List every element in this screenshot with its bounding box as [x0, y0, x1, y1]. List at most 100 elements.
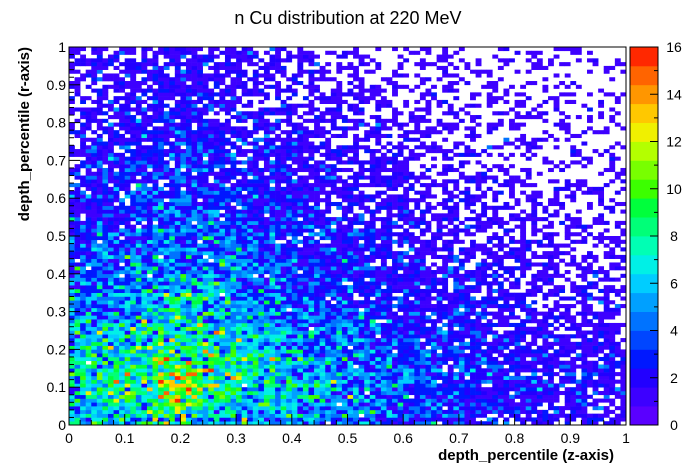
heatmap-cell: [236, 326, 242, 331]
heatmap-cell: [96, 251, 103, 256]
heatmap-cell: [330, 217, 337, 222]
heatmap-cell: [169, 84, 176, 89]
heatmap-cell: [191, 349, 198, 354]
heatmap-cell: [353, 171, 359, 176]
heatmap-cell: [224, 141, 231, 146]
heatmap-cell: [325, 285, 332, 290]
heatmap-cell: [375, 183, 382, 188]
heatmap-cell: [347, 288, 354, 293]
heatmap-cell: [319, 322, 326, 328]
heatmap-cell: [269, 383, 276, 388]
heatmap-cell: [96, 281, 103, 286]
heatmap-cell: [230, 145, 237, 150]
heatmap-cell: [258, 417, 265, 422]
heatmap-cell: [146, 133, 153, 139]
heatmap-cell: [347, 224, 354, 229]
heatmap-cell: [163, 201, 170, 207]
heatmap-cell: [375, 300, 382, 305]
heatmap-cell: [102, 47, 109, 52]
heatmap-cell: [158, 292, 164, 297]
heatmap-cell: [146, 262, 153, 267]
heatmap-cell: [341, 349, 348, 354]
heatmap-cell: [297, 356, 304, 362]
heatmap-cell: [314, 251, 320, 256]
heatmap-cell: [369, 307, 376, 312]
heatmap-cell: [291, 232, 298, 237]
heatmap-cell: [375, 167, 382, 173]
heatmap-cell: [325, 273, 332, 278]
heatmap-cell: [269, 398, 276, 403]
heatmap-cell: [180, 349, 187, 354]
heatmap-cell: [236, 304, 242, 309]
heatmap-cell: [347, 387, 354, 392]
heatmap-cell: [119, 69, 125, 74]
heatmap-cell: [336, 228, 343, 233]
heatmap-cell: [319, 96, 326, 101]
heatmap-cell: [286, 273, 293, 278]
heatmap-cell: [275, 164, 281, 169]
heatmap-cell: [202, 126, 209, 131]
heatmap-cell: [208, 398, 215, 403]
heatmap-cell: [219, 247, 226, 252]
heatmap-cell: [146, 149, 153, 154]
heatmap-cell: [113, 288, 120, 293]
heatmap-cell: [191, 118, 198, 123]
heatmap-cell: [130, 341, 137, 346]
heatmap-cell: [130, 356, 137, 362]
heatmap-cell: [224, 201, 231, 207]
heatmap-cell: [180, 270, 187, 275]
heatmap-cell: [364, 307, 371, 312]
heatmap-cell: [185, 292, 192, 297]
heatmap-cell: [180, 228, 187, 233]
heatmap-cell: [113, 315, 120, 320]
heatmap-cell: [347, 118, 354, 123]
heatmap-cell: [152, 58, 159, 63]
heatmap-cell: [152, 217, 159, 222]
heatmap-cell: [314, 315, 320, 320]
heatmap-cell: [252, 300, 259, 305]
heatmap-cell: [80, 254, 87, 259]
heatmap-cell: [263, 149, 270, 154]
heatmap-cell: [113, 251, 120, 256]
heatmap-cell: [191, 137, 198, 142]
heatmap-cell: [85, 186, 92, 191]
heatmap-cell: [197, 183, 203, 188]
heatmap-cell: [152, 387, 159, 392]
heatmap-cell: [163, 209, 170, 214]
heatmap-cell: [230, 107, 237, 112]
heatmap-cell: [291, 179, 298, 184]
heatmap-cell: [174, 307, 181, 312]
heatmap-cell: [314, 277, 320, 282]
heatmap-cell: [180, 254, 187, 259]
heatmap-cell: [174, 421, 181, 426]
heatmap-cell: [330, 239, 337, 244]
heatmap-cell: [314, 62, 320, 67]
heatmap-cell: [213, 326, 220, 331]
heatmap-cell: [325, 304, 332, 309]
heatmap-cell: [185, 243, 192, 248]
heatmap-cell: [96, 296, 103, 301]
heatmap-cell: [341, 65, 348, 70]
heatmap-cell: [347, 413, 354, 418]
heatmap-cell: [236, 383, 242, 388]
heatmap-cell: [269, 402, 276, 407]
heatmap-cell: [197, 356, 203, 362]
heatmap-cell: [308, 372, 315, 377]
heatmap-cell: [364, 394, 371, 399]
heatmap-cell: [236, 115, 242, 120]
heatmap-cell: [353, 311, 359, 316]
heatmap-cell: [74, 190, 81, 195]
heatmap-cell: [230, 209, 237, 214]
heatmap-cell: [219, 319, 226, 324]
heatmap-cell: [314, 243, 320, 248]
heatmap-cell: [263, 198, 270, 203]
heatmap-cell: [113, 394, 120, 399]
heatmap-cell: [130, 311, 137, 316]
heatmap-cell: [219, 190, 226, 195]
heatmap-cell: [230, 247, 237, 252]
heatmap-cell: [141, 296, 148, 301]
heatmap-cell: [358, 145, 365, 150]
heatmap-cell: [308, 281, 315, 286]
heatmap-cell: [102, 360, 109, 365]
heatmap-cell: [107, 406, 114, 411]
